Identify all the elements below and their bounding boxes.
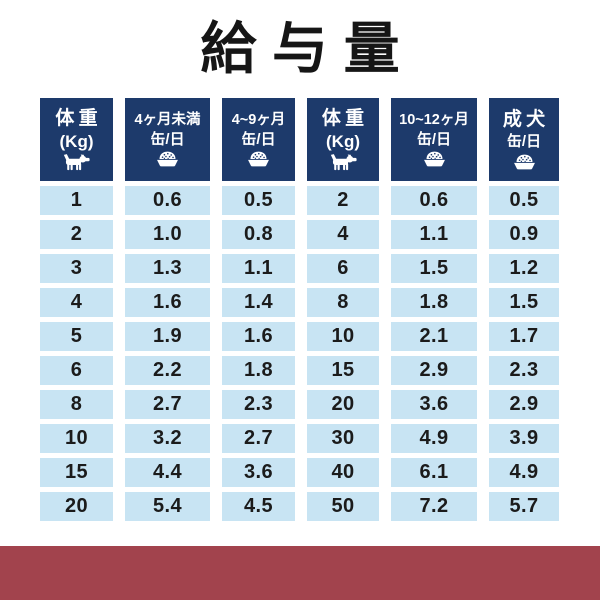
weight-cell: 2: [307, 186, 379, 215]
amount-cell: 4.5: [222, 492, 295, 521]
amount-cell: 2.3: [222, 390, 295, 419]
weight-cell: 20: [307, 390, 379, 419]
amount-cell: 2.9: [489, 390, 559, 419]
weight-cell: 20: [40, 492, 113, 521]
weight-cell: 4: [307, 220, 379, 249]
amount-cell: 1.6: [222, 322, 295, 351]
amount-cell: 1.4: [222, 288, 295, 317]
amount-cell: 7.2: [391, 492, 477, 521]
dog-icon: [330, 154, 357, 171]
amount-cell: 1.0: [125, 220, 210, 249]
weight-cell: 5: [40, 322, 113, 351]
amount-cell: 5.4: [125, 492, 210, 521]
header-under-4-months-label: 4ヶ月未満: [134, 112, 201, 129]
weight-cell: 10: [307, 322, 379, 351]
weight-cell: 8: [40, 390, 113, 419]
amount-cell: 3.6: [391, 390, 477, 419]
amount-cell: 3.2: [125, 424, 210, 453]
header-adult-dog-unit: 缶/日: [506, 133, 542, 151]
amount-cell: 0.5: [489, 186, 559, 215]
amount-cell: 0.5: [222, 186, 295, 215]
amount-cell: 0.6: [391, 186, 477, 215]
header-weight-left-unit: (Kg): [59, 131, 94, 151]
bowl-icon: [157, 151, 178, 167]
amount-cell: 2.1: [391, 322, 477, 351]
weight-cell: 10: [40, 424, 113, 453]
amount-cell: 3.9: [489, 424, 559, 453]
weight-cell: 6: [40, 356, 113, 385]
header-adult-dog-label: 成犬: [502, 109, 550, 131]
amount-cell: 1.3: [125, 254, 210, 283]
weight-cell: 1: [40, 186, 113, 215]
amount-cell: 1.9: [125, 322, 210, 351]
amount-cell: 0.6: [125, 186, 210, 215]
amount-cell: 1.2: [489, 254, 559, 283]
header-under-4-months: 4ヶ月未満 缶/日: [125, 98, 210, 181]
header-weight-right-label: 体重: [321, 107, 369, 129]
header-4-to-9-months: 4~9ヶ月 缶/日: [222, 98, 295, 181]
amount-cell: 2.2: [125, 356, 210, 385]
header-4-to-9-months-unit: 缶/日: [241, 130, 276, 148]
amount-cell: 6.1: [391, 458, 477, 487]
amount-cell: 2.7: [222, 424, 295, 453]
header-10-to-12-months-label: 10~12ヶ月: [399, 112, 469, 129]
bowl-icon: [248, 151, 269, 167]
amount-cell: 3.6: [222, 458, 295, 487]
header-10-to-12-months: 10~12ヶ月 缶/日: [391, 98, 477, 181]
amount-cell: 2.3: [489, 356, 559, 385]
amount-cell: 1.7: [489, 322, 559, 351]
bowl-icon: [423, 151, 445, 167]
weight-cell: 15: [307, 356, 379, 385]
amount-cell: 4.4: [125, 458, 210, 487]
header-weight-right: 体重 (Kg): [307, 98, 379, 181]
amount-cell: 4.9: [489, 458, 559, 487]
header-10-to-12-months-unit: 缶/日: [416, 130, 452, 148]
header-weight-right-unit: (Kg): [326, 131, 360, 151]
amount-cell: 1.1: [391, 220, 477, 249]
amount-cell: 1.6: [125, 288, 210, 317]
weight-cell: 8: [307, 288, 379, 317]
amount-cell: 1.5: [391, 254, 477, 283]
weight-cell: 40: [307, 458, 379, 487]
weight-cell: 3: [40, 254, 113, 283]
weight-cell: 6: [307, 254, 379, 283]
weight-cell: 30: [307, 424, 379, 453]
amount-cell: 1.8: [222, 356, 295, 385]
weight-cell: 15: [40, 458, 113, 487]
header-adult-dog: 成犬 缶/日: [489, 98, 559, 181]
header-weight-left: 体重 (Kg): [40, 98, 113, 181]
header-weight-left-label: 体重: [55, 107, 102, 129]
feeding-table: 体重 (Kg) 4ヶ月未満 缶/日: [40, 98, 559, 521]
amount-cell: 2.7: [125, 390, 210, 419]
amount-cell: 0.9: [489, 220, 559, 249]
amount-cell: 1.8: [391, 288, 477, 317]
dog-icon: [63, 154, 90, 171]
bowl-icon: [513, 154, 535, 169]
amount-cell: 1.1: [222, 254, 295, 283]
amount-cell: 4.9: [391, 424, 477, 453]
header-4-to-9-months-label: 4~9ヶ月: [231, 112, 286, 129]
amount-cell: 2.9: [391, 356, 477, 385]
bottom-red-bar: [0, 546, 600, 600]
amount-cell: 1.5: [489, 288, 559, 317]
page-title: 給与量: [200, 17, 416, 80]
header-under-4-months-unit: 缶/日: [150, 130, 185, 148]
weight-cell: 50: [307, 492, 379, 521]
weight-cell: 2: [40, 220, 113, 249]
amount-cell: 0.8: [222, 220, 295, 249]
amount-cell: 5.7: [489, 492, 559, 521]
weight-cell: 4: [40, 288, 113, 317]
